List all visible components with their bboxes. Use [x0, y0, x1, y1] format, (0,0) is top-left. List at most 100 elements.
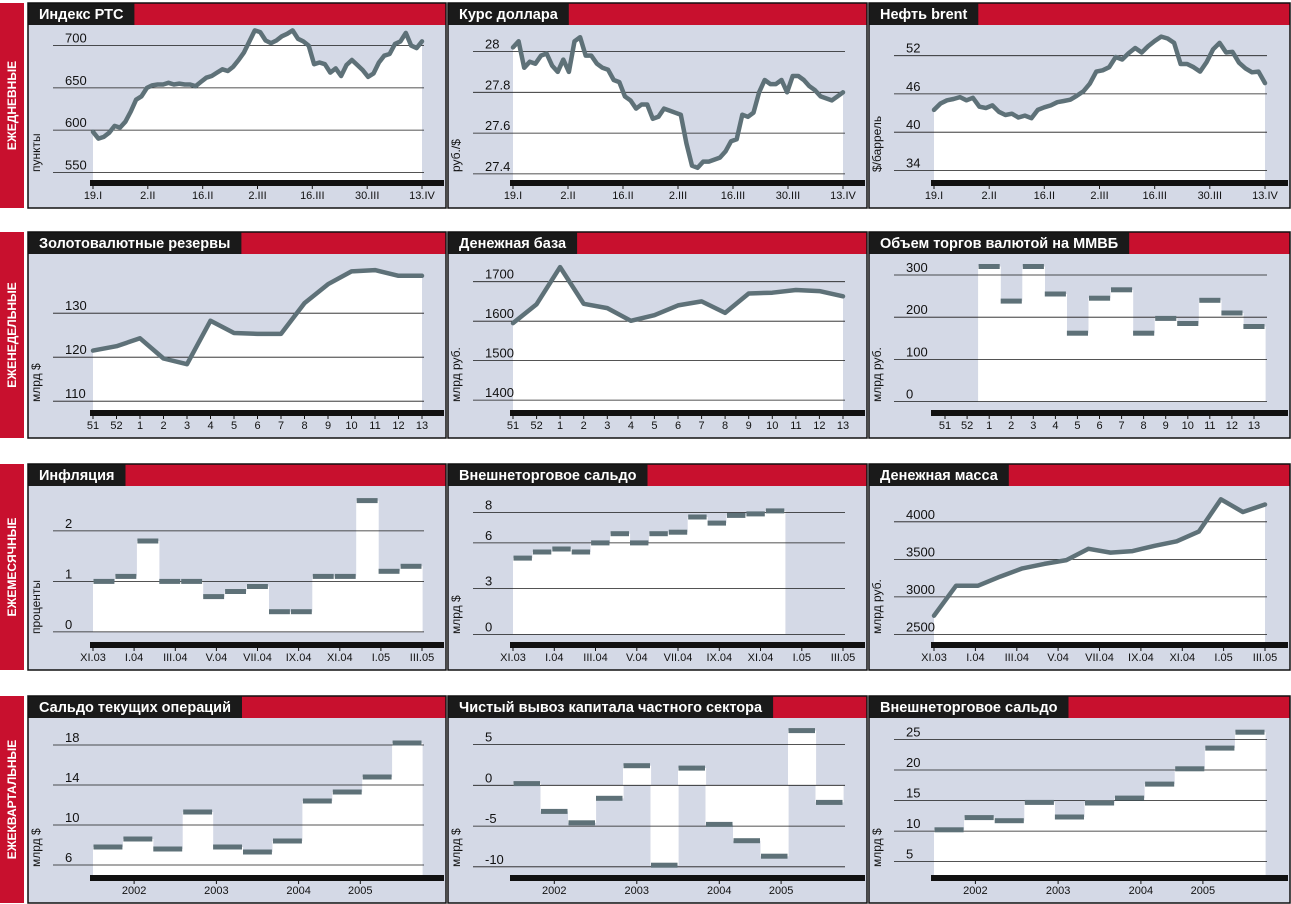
x-axis-bar: [90, 180, 444, 186]
x-tick-label: 2004: [707, 885, 731, 897]
x-tick-label: 2002: [542, 885, 566, 897]
step-segment: [1024, 799, 1054, 805]
step-segment: [312, 573, 334, 579]
panel-frame: [27, 231, 447, 439]
y-axis-label: млрд руб.: [449, 347, 463, 402]
step-segment: [1199, 297, 1221, 303]
bar-fill: [760, 785, 789, 857]
bar-fill: [1132, 333, 1156, 402]
bar-fill: [122, 839, 154, 875]
bar-fill: [623, 765, 652, 786]
x-tick-label: 2005: [1191, 885, 1215, 897]
chart-title: Денежная база: [459, 236, 567, 252]
panel-frame: [868, 231, 1291, 439]
series-line: [510, 34, 846, 171]
step-segment: [596, 795, 623, 801]
bar-fill: [934, 829, 965, 875]
x-tick-label: V.04: [206, 652, 228, 664]
x-tick-label: 2005: [348, 885, 372, 897]
bar-fill: [158, 581, 182, 632]
x-tick-label: 13.IV: [1252, 190, 1278, 202]
title-box: [448, 696, 774, 718]
x-axis-bar: [510, 642, 865, 648]
x-tick-label: 1: [986, 420, 992, 432]
x-tick-label: XI.03: [921, 652, 947, 664]
chart-title: Золотовалютные резервы: [39, 236, 230, 252]
panel-frame: [868, 2, 1291, 209]
title-box: [869, 464, 1009, 486]
bar-fill: [93, 847, 124, 875]
bar-fill: [1054, 817, 1086, 875]
x-axis-bar: [90, 642, 444, 648]
y-tick-label: 4000: [906, 507, 935, 522]
row-label-bar: [0, 696, 24, 903]
bar-fill: [1000, 301, 1023, 402]
y-tick-label: 130: [65, 298, 87, 313]
x-tick-label: 2: [1008, 420, 1014, 432]
bar-fill: [1220, 313, 1244, 402]
step-segment: [668, 529, 688, 535]
x-tick-label: III.05: [831, 652, 855, 664]
step-segment: [247, 584, 268, 589]
chart-rts: 550 600 650 700 19.I 2.II 16.II 2.III 16.III 30.I…: [27, 2, 447, 209]
step-segment: [651, 862, 678, 868]
y-tick-label: 1600: [485, 306, 514, 321]
y-tick-label: 600: [65, 115, 87, 130]
x-tick-label: 1: [137, 420, 143, 432]
title-box: [448, 464, 648, 486]
step-segment: [225, 589, 246, 594]
bar-fill: [212, 847, 244, 875]
row-label-bar: [0, 232, 24, 438]
x-axis-bar: [931, 180, 1288, 186]
bar-fill: [551, 549, 572, 635]
y-tick-label: 3: [485, 574, 492, 589]
x-tick-label: 52: [110, 420, 122, 432]
area-fill: [934, 499, 1265, 642]
bar-fill: [815, 785, 844, 803]
x-tick-label: 30.III: [355, 190, 379, 202]
x-axis-bar: [931, 642, 1288, 648]
chart-title: Внешнеторговое сальдо: [459, 468, 637, 484]
x-tick-label: 11: [1204, 420, 1215, 432]
row-label-text: ЕЖЕНЕДЕЛЬНЫЕ: [5, 282, 19, 388]
step-segment: [623, 763, 650, 769]
bar-fill: [765, 510, 786, 635]
row-label-text: ЕЖЕМЕСЯЧНЫЕ: [5, 518, 19, 617]
x-tick-label: 16.II: [612, 190, 633, 202]
x-tick-label: 2: [160, 420, 166, 432]
title-box: [448, 232, 578, 254]
step-segment: [213, 844, 242, 850]
step-segment: [1133, 330, 1155, 336]
step-segment: [994, 818, 1024, 824]
row-label-3: ЕЖЕКВАРТАЛЬНЫЕ: [0, 696, 24, 903]
y-tick-label: 18: [65, 730, 79, 745]
x-tick-label: 1: [557, 420, 563, 432]
step-segment: [392, 740, 422, 746]
x-tick-label: 16.II: [192, 190, 213, 202]
x-tick-label: 2003: [1046, 885, 1070, 897]
step-segment: [1054, 814, 1084, 820]
step-segment: [1155, 315, 1177, 321]
y-tick-label: 46: [906, 79, 920, 94]
bar-fill: [362, 777, 393, 875]
step-segment: [678, 765, 705, 771]
step-segment: [302, 798, 332, 804]
y-tick-label: 10: [906, 816, 920, 831]
step-segment: [362, 774, 392, 780]
y-tick-label: 110: [65, 386, 86, 401]
x-tick-label: 16.III: [1142, 190, 1166, 202]
panel-frame: [447, 231, 868, 439]
bar-fill: [1204, 748, 1236, 875]
y-tick-label: 1: [65, 566, 72, 581]
series-line: [90, 28, 425, 141]
step-segment: [1221, 310, 1243, 316]
x-tick-label: 5: [1074, 420, 1080, 432]
x-tick-label: 13: [837, 420, 849, 432]
x-tick-label: 16.III: [721, 190, 745, 202]
y-tick-label: 550: [65, 157, 87, 172]
step-segment: [334, 573, 356, 579]
y-axis-label: млрд $: [29, 828, 43, 867]
chart-current: 6 10 14 18 2002 2003 2004 2005 млрд $ Сальдо теку…: [27, 695, 447, 904]
step-segment: [707, 520, 726, 526]
x-tick-label: I.04: [125, 652, 143, 664]
